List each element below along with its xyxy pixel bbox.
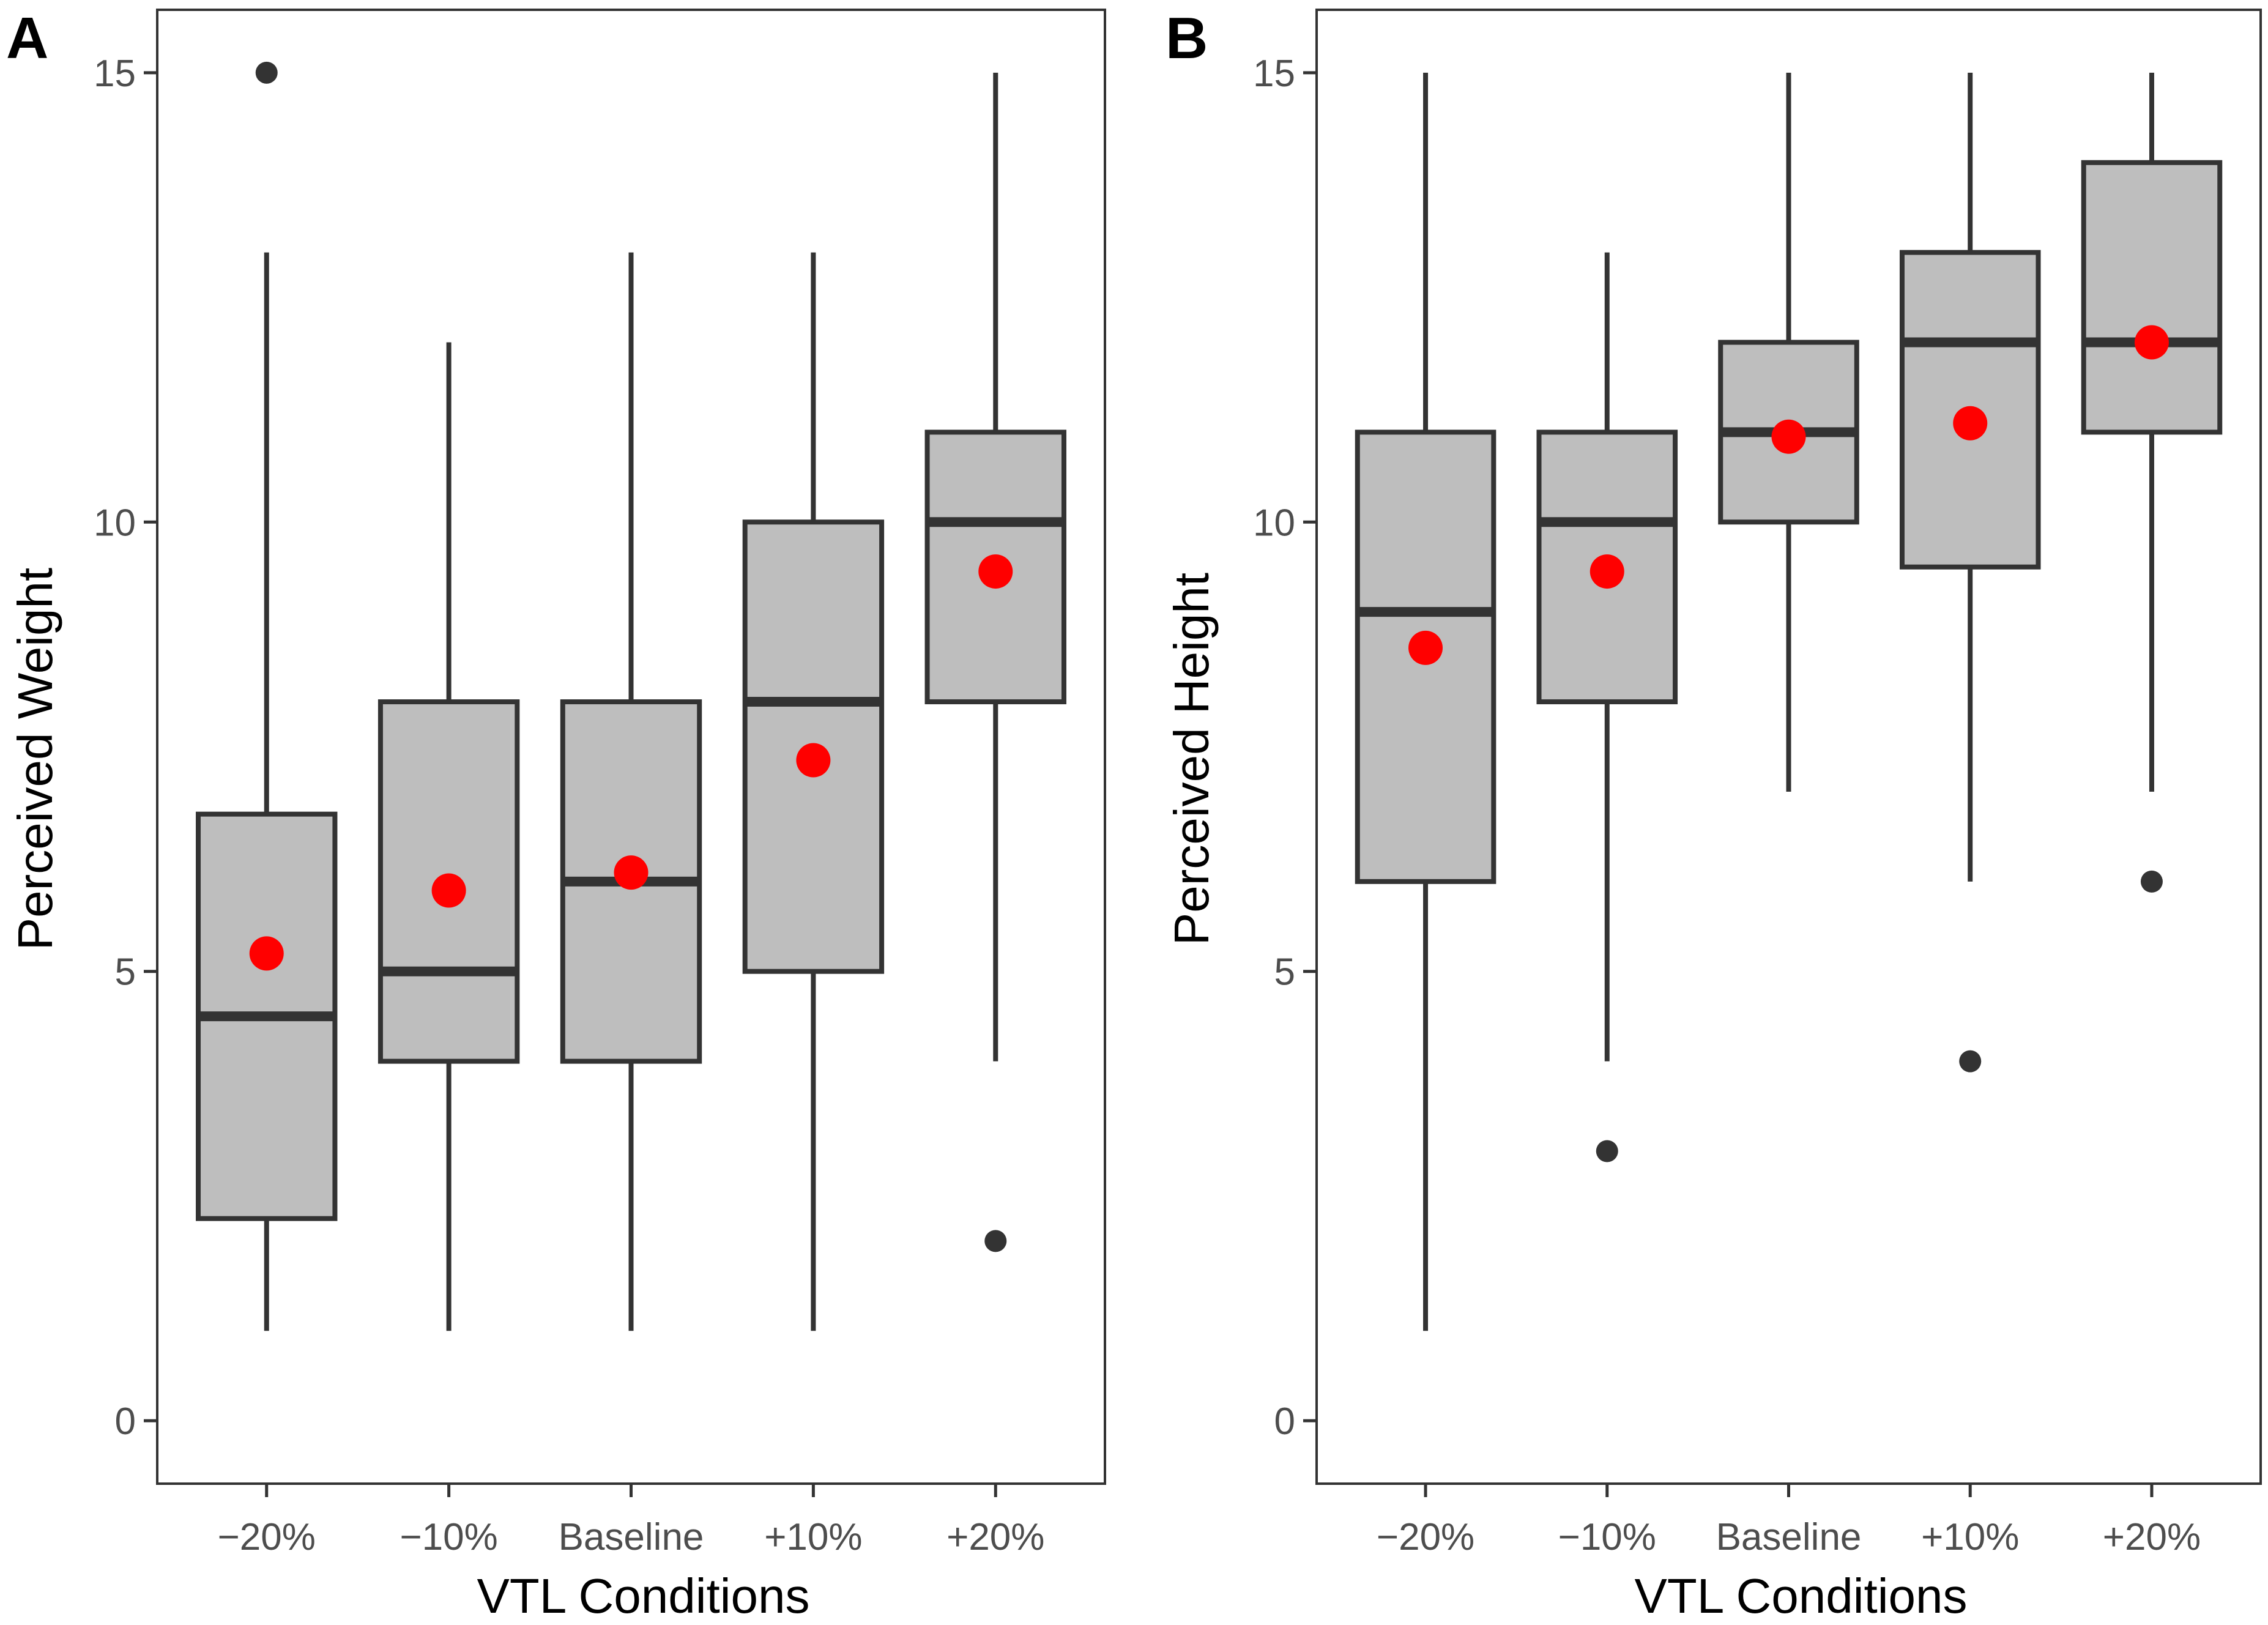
box-1 bbox=[377, 342, 520, 1331]
outlier-point bbox=[1959, 1050, 1982, 1073]
y-tick-label: 5 bbox=[1274, 951, 1295, 994]
x-tick-label: −20% bbox=[218, 1516, 316, 1558]
box-1 bbox=[1536, 252, 1678, 1162]
x-tick-label: +20% bbox=[2103, 1516, 2201, 1558]
y-axis-title: Perceived Weight bbox=[8, 568, 62, 951]
x-tick-label: −20% bbox=[1377, 1516, 1474, 1558]
y-tick-label: 10 bbox=[1253, 502, 1295, 544]
mean-point bbox=[978, 554, 1013, 589]
iqr-box bbox=[2081, 160, 2223, 435]
x-tick-label: Baseline bbox=[559, 1516, 704, 1558]
mean-point bbox=[1953, 406, 1988, 441]
y-tick-label: 5 bbox=[115, 951, 136, 994]
mean-point bbox=[1771, 419, 1806, 454]
mean-point bbox=[796, 743, 831, 778]
panel-label: A bbox=[6, 6, 48, 71]
x-axis-title: VTL Conditions bbox=[477, 1569, 810, 1623]
outlier-point bbox=[2140, 870, 2163, 893]
y-tick-label: 0 bbox=[1274, 1400, 1295, 1443]
mean-point bbox=[614, 855, 649, 890]
mean-point bbox=[2134, 325, 2169, 360]
mean-point bbox=[249, 936, 284, 971]
mean-point bbox=[1589, 554, 1624, 589]
box-2 bbox=[560, 252, 702, 1331]
outlier-point bbox=[255, 61, 278, 84]
mean-point bbox=[1408, 630, 1443, 665]
y-tick-label: 15 bbox=[94, 53, 136, 95]
x-tick-label: −10% bbox=[400, 1516, 497, 1558]
box-0 bbox=[196, 61, 338, 1331]
y-tick-label: 0 bbox=[115, 1400, 136, 1443]
box-4 bbox=[2081, 72, 2223, 893]
x-tick-label: −10% bbox=[1558, 1516, 1656, 1558]
y-axis-title: Perceived Height bbox=[1164, 573, 1219, 945]
y-tick-label: 10 bbox=[94, 502, 136, 544]
box-3 bbox=[1899, 72, 2041, 1073]
box-3 bbox=[742, 252, 885, 1331]
mean-point bbox=[431, 873, 466, 908]
panel-a: A 0 5 10 15 −20% −10% Baseline +10% +20% VTL Condi… bbox=[6, 6, 1106, 1623]
x-tick-label: +20% bbox=[946, 1516, 1044, 1558]
panel-label: B bbox=[1166, 6, 1208, 71]
box-2 bbox=[1718, 72, 1859, 792]
x-axis-title: VTL Conditions bbox=[1635, 1569, 1968, 1623]
y-tick-label: 15 bbox=[1253, 53, 1295, 95]
outlier-point bbox=[984, 1230, 1007, 1252]
box-0 bbox=[1355, 72, 1497, 1331]
x-tick-label: +10% bbox=[1921, 1516, 2019, 1558]
outlier-point bbox=[1596, 1140, 1618, 1162]
x-tick-label: +10% bbox=[764, 1516, 862, 1558]
box-4 bbox=[924, 72, 1066, 1252]
panel-b: B 0 5 10 15 −20% −10% Baseline +10% +20% VTL Condi… bbox=[1164, 6, 2262, 1623]
x-tick-label: Baseline bbox=[1716, 1516, 1862, 1558]
